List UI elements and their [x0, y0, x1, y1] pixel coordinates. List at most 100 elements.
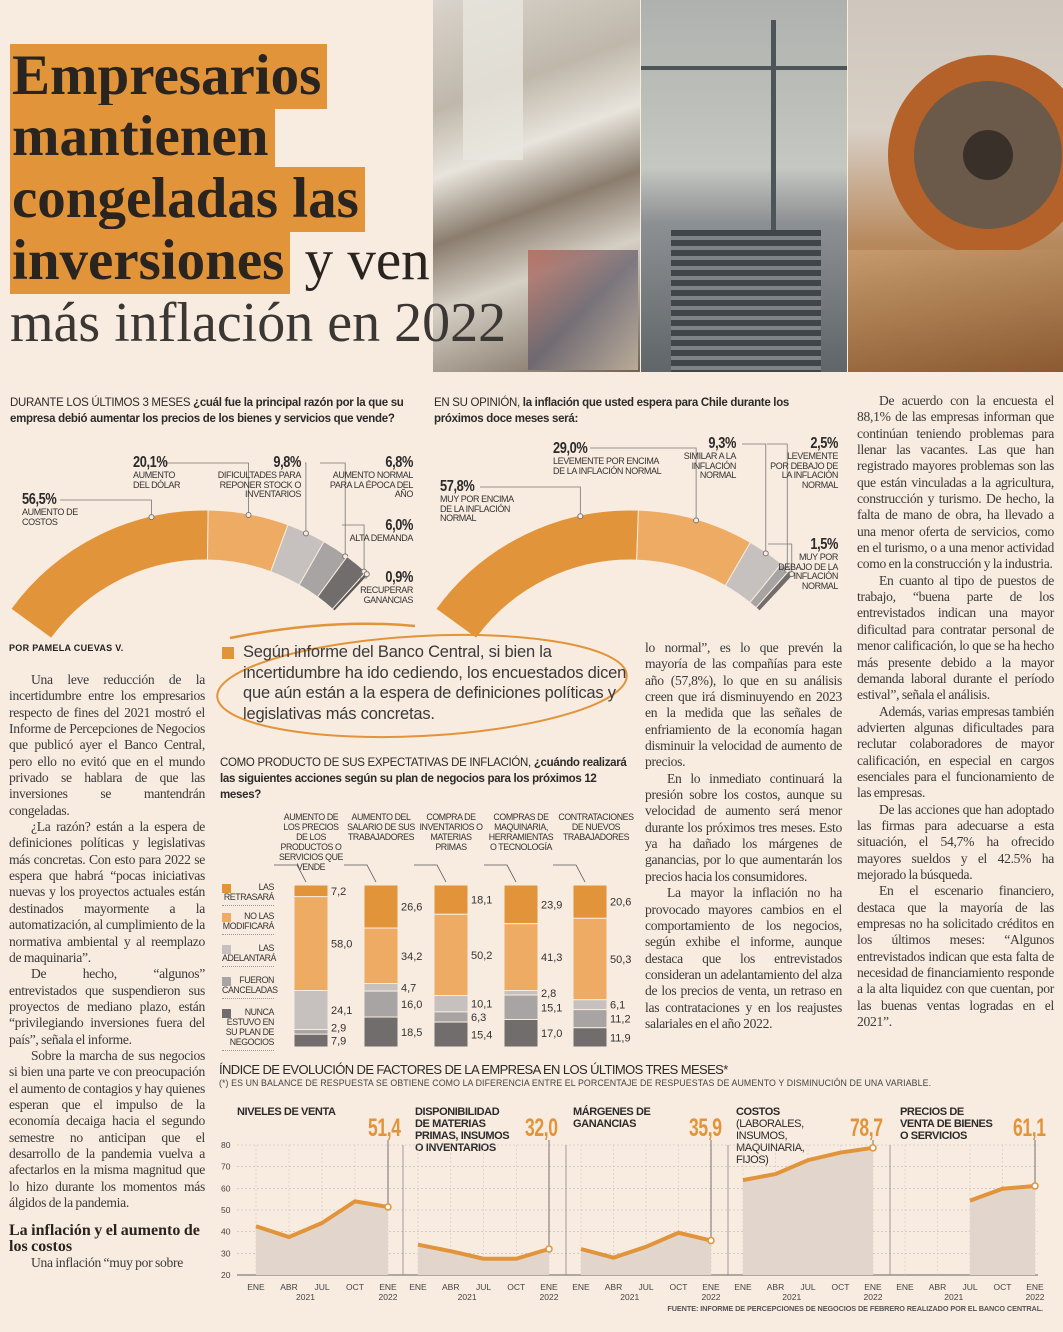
panel-title-text: PRECIOS DE VENTA DE BIENES O SERVICIOS	[900, 1106, 993, 1142]
y-tick-label: 80	[221, 1140, 231, 1150]
year-label: 2021	[296, 1292, 315, 1302]
segment-percent: 1,5%	[810, 536, 838, 553]
segment-category: SIMILAR A LA INFLACIÓN NORMAL	[683, 451, 737, 480]
segment-label: 57,8% MUY POR ENCIMA DE LA INFLACIÓN NORM…	[440, 479, 520, 524]
bar-value-label: 50,2	[471, 950, 492, 962]
bar-chart-title-caps: COMO PRODUCTO DE SUS EXPECTATIVAS DE INF…	[220, 757, 531, 769]
bar-value-label: 20,6	[610, 897, 631, 909]
bar-value-label: 11,2	[610, 1014, 631, 1026]
x-tick-label: ENE	[572, 1282, 590, 1292]
segment-label: 29,0% LEVEMENTE POR ENCIMA DE LA INFLACIÓ…	[553, 441, 671, 476]
x-tick-label: JUL	[314, 1282, 329, 1292]
construction-crane-photo	[641, 0, 847, 372]
bar-segment	[363, 990, 399, 1018]
last-point	[707, 1236, 715, 1245]
segment-category: DIFICULTADES PARA REPONER STOCK O INVENT…	[217, 470, 302, 499]
bar-segment	[572, 1027, 608, 1048]
segment-label: 56,5% AUMENTO DE COSTOS	[22, 492, 82, 527]
bar-segment	[293, 884, 329, 898]
segment-category: LEVEMENTE POR DEBAJO DE LA INFLACIÓN NOR…	[770, 451, 838, 490]
bar-value-label: 7,9	[331, 1036, 346, 1048]
last-point	[869, 1144, 877, 1152]
x-tick-label: JUL	[638, 1282, 653, 1292]
leader-line	[305, 462, 307, 534]
segment-percent: 6,8%	[385, 454, 413, 471]
segment-category: MUY POR ENCIMA DE LA INFLACIÓN NORMAL	[440, 494, 514, 523]
bar-value-label: 15,1	[541, 1002, 562, 1014]
bar-segment	[433, 1011, 469, 1023]
bar-segment	[503, 1018, 539, 1048]
segment-category: AUMENTO DE COSTOS	[22, 507, 78, 527]
bar-value-label: 6,1	[610, 1000, 625, 1012]
bar-segment	[433, 1021, 469, 1048]
area-fill	[256, 1201, 388, 1275]
headline-line-2: mantienen	[10, 105, 275, 170]
chart1-title-question: ¿cuál fue la principal razón por la que …	[10, 397, 404, 425]
x-tick-label: ENE	[379, 1282, 397, 1292]
mining-excavator-wheel-photo	[848, 0, 1063, 372]
byline: POR PAMELA CUEVAS V.	[9, 643, 124, 653]
paragraph: ¿La razón? están a la espera de definici…	[9, 819, 205, 965]
bar-category-header: CONTRATACIONES DE NUEVOS TRABAJADORES	[558, 812, 634, 842]
bar-value-label: 7,2	[331, 886, 346, 898]
bar-value-label: 18,1	[471, 895, 492, 907]
x-tick-label: ENE	[409, 1282, 427, 1292]
bar-category-header: AUMENTO DEL SALARIO DE SUS TRABAJADORES	[347, 812, 415, 842]
leader-line	[767, 443, 788, 571]
paragraph: La mayor la inflación no ha provocado ma…	[645, 885, 842, 1031]
year-label: 2021	[620, 1292, 639, 1302]
legend-swatch	[222, 977, 231, 986]
subheading: La inflación y el aumento de los costos	[9, 1222, 200, 1256]
mall-shoppers-photo	[433, 0, 640, 372]
series-line	[255, 1199, 389, 1240]
series-line	[969, 1183, 1036, 1203]
bar-segment	[572, 917, 608, 1001]
stacked-bar-chart: 7,2 58,0 24,1 2,97,9 26,6 34,2 4,7 16,0 18,5 18,1…	[274, 864, 631, 1048]
chart1-title: DURANTE LOS ÚLTIMOS 3 MESES ¿cuál fue la…	[10, 395, 430, 427]
bar-value-label: 6,3	[471, 1012, 486, 1024]
segment-label: 20,1% AUMENTO DEL DÓLAR	[133, 455, 193, 490]
segment-percent: 56,5%	[22, 491, 57, 508]
bar-segment	[363, 884, 399, 929]
leader-dot	[693, 517, 700, 524]
bar-segment	[503, 884, 539, 925]
x-tick-label: ENE	[1026, 1282, 1044, 1292]
y-tick-label: 70	[221, 1162, 231, 1172]
bar-value-label: 2,9	[331, 1023, 346, 1035]
year-label: 2021	[458, 1292, 477, 1302]
leader-dot	[762, 550, 769, 557]
bar-segment	[433, 995, 469, 1013]
panel-subtitle: (LABORALES, INSUMOS, MAQUINARIA, FIJOS)	[736, 1118, 805, 1166]
headline-line-5: más inflación en 2022	[10, 292, 507, 354]
panel-title: MÁRGENES DE GANANCIAS	[573, 1106, 673, 1130]
segment-label: 9,3% SIMILAR A LA INFLACIÓN NORMAL	[678, 436, 737, 481]
segment-label: 1,5% MUY POR DEBAJO DE LA INFLACIÓN NORMA…	[770, 537, 838, 591]
x-tick-label: ABR	[280, 1282, 297, 1292]
index-chart-note: (*) ES UN BALANCE DE RESPUESTA SE OBTIEN…	[219, 1078, 932, 1088]
leader-line	[165, 462, 249, 515]
area-fill	[581, 1232, 711, 1275]
x-tick-label: ENE	[864, 1282, 882, 1292]
x-tick-label: JUL	[962, 1282, 977, 1292]
bar-chart-title: COMO PRODUCTO DE SUS EXPECTATIVAS DE INF…	[220, 755, 630, 803]
x-tick-label: OCT	[507, 1282, 525, 1292]
x-tick-label: ABR	[767, 1282, 784, 1292]
bar-category-header: COMPRAS DE MAQUINARIA, HERRAMIENTAS O TE…	[488, 812, 554, 852]
segment-percent: 57,8%	[440, 478, 475, 495]
bar-segment	[293, 896, 329, 992]
pull-quote-marker	[222, 647, 234, 659]
bar-segment	[363, 1016, 399, 1048]
source-note: FUENTE: INFORME DE PERCEPCIONES DE NEGOC…	[667, 1304, 1043, 1313]
paragraph: Sobre la marcha de sus negocios si bien …	[9, 1047, 205, 1210]
panel-title-text: MÁRGENES DE GANANCIAS	[573, 1106, 651, 1130]
article-column-2: lo normal”, es lo que prevén la mayoría …	[645, 640, 842, 1032]
headline-line-4: inversiones	[10, 229, 291, 294]
panel-title-text: COSTOS	[736, 1106, 780, 1118]
bar-chart-title-question: ¿cuándo realizará las siguientes accione…	[220, 757, 627, 801]
last-point	[1031, 1182, 1039, 1190]
headline-line-4-rest: y ven	[290, 229, 430, 292]
segment-percent: 9,8%	[273, 454, 301, 471]
panel-title-text: DISPONIBILIDAD DE MATERIAS PRIMAS, INSUM…	[415, 1106, 510, 1154]
x-tick-label: OCT	[994, 1282, 1012, 1292]
